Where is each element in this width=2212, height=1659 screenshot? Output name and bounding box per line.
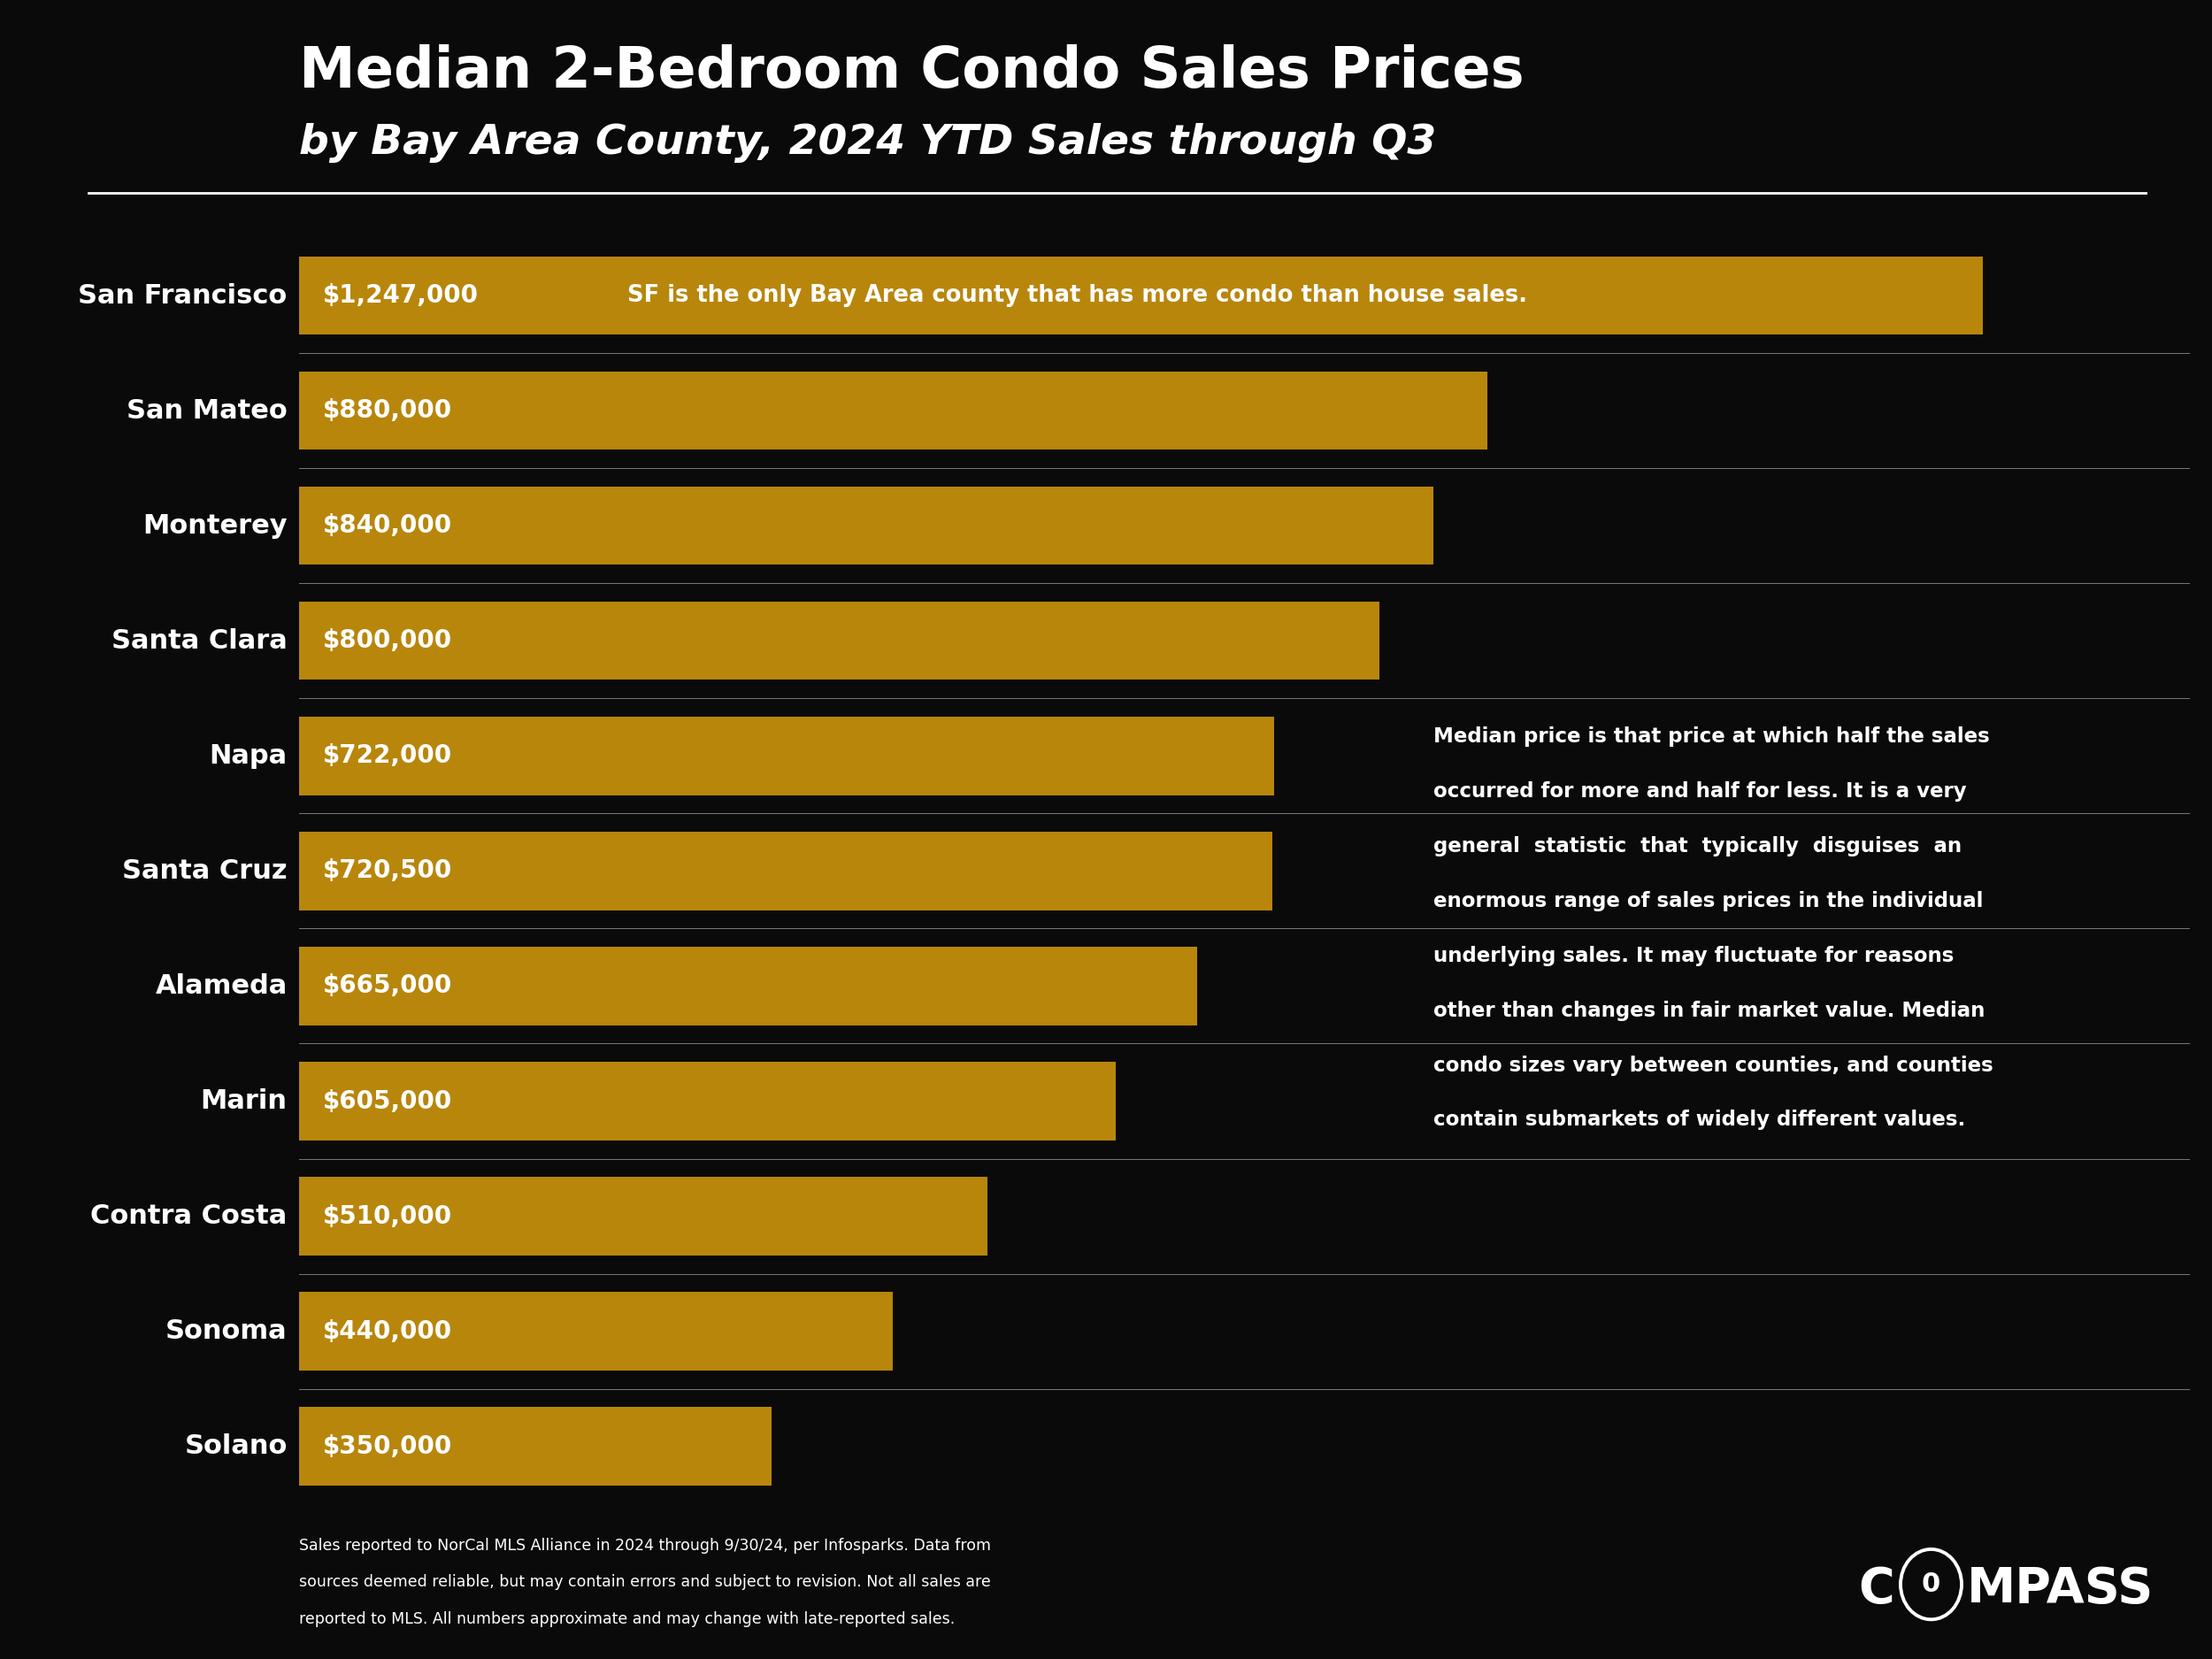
Text: SF is the only Bay Area county that has more condo than house sales.: SF is the only Bay Area county that has … <box>628 284 1526 307</box>
Bar <box>299 602 1380 680</box>
Text: $1,247,000: $1,247,000 <box>323 284 478 309</box>
Bar <box>299 717 1274 795</box>
Text: general  statistic  that  typically  disguises  an: general statistic that typically disguis… <box>1433 836 1962 856</box>
Text: other than changes in fair market value. Median: other than changes in fair market value.… <box>1433 1000 1984 1020</box>
Bar <box>299 947 1197 1025</box>
Bar <box>299 257 1984 335</box>
Text: by Bay Area County, 2024 YTD Sales through Q3: by Bay Area County, 2024 YTD Sales throu… <box>299 123 1436 163</box>
Text: Sonoma: Sonoma <box>166 1319 288 1344</box>
Bar <box>299 1407 772 1485</box>
Text: $720,500: $720,500 <box>323 859 451 883</box>
Text: MPASS: MPASS <box>1966 1566 2154 1613</box>
Text: $510,000: $510,000 <box>323 1204 451 1229</box>
Text: reported to MLS. All numbers approximate and may change with late-reported sales: reported to MLS. All numbers approximate… <box>299 1611 956 1627</box>
Text: enormous range of sales prices in the individual: enormous range of sales prices in the in… <box>1433 891 1984 911</box>
Text: Contra Costa: Contra Costa <box>91 1203 288 1229</box>
Text: contain submarkets of widely different values.: contain submarkets of widely different v… <box>1433 1110 1966 1130</box>
Text: $722,000: $722,000 <box>323 743 451 768</box>
Text: $665,000: $665,000 <box>323 974 451 999</box>
Bar <box>299 372 1486 450</box>
Bar <box>299 1178 987 1256</box>
Text: $440,000: $440,000 <box>323 1319 451 1344</box>
Text: $840,000: $840,000 <box>323 513 451 538</box>
Bar <box>299 486 1433 564</box>
Bar <box>299 831 1272 911</box>
Text: occurred for more and half for less. It is a very: occurred for more and half for less. It … <box>1433 781 1966 801</box>
Text: Median 2-Bedroom Condo Sales Prices: Median 2-Bedroom Condo Sales Prices <box>299 45 1524 100</box>
Text: sources deemed reliable, but may contain errors and subject to revision. Not all: sources deemed reliable, but may contain… <box>299 1574 991 1591</box>
Text: underlying sales. It may fluctuate for reasons: underlying sales. It may fluctuate for r… <box>1433 946 1953 966</box>
Text: Sales reported to NorCal MLS Alliance in 2024 through 9/30/24, per Infosparks. D: Sales reported to NorCal MLS Alliance in… <box>299 1538 991 1554</box>
Bar <box>299 1292 894 1370</box>
Text: Alameda: Alameda <box>155 974 288 999</box>
Text: C: C <box>1858 1566 1893 1613</box>
Text: Monterey: Monterey <box>142 513 288 539</box>
Text: $800,000: $800,000 <box>323 629 451 654</box>
Text: Marin: Marin <box>201 1088 288 1113</box>
Text: 0: 0 <box>1922 1571 1940 1598</box>
Text: Median price is that price at which half the sales: Median price is that price at which half… <box>1433 727 1991 747</box>
Text: condo sizes vary between counties, and counties: condo sizes vary between counties, and c… <box>1433 1055 1993 1075</box>
Text: $350,000: $350,000 <box>323 1433 451 1458</box>
Text: Solano: Solano <box>184 1433 288 1460</box>
Text: San Francisco: San Francisco <box>77 282 288 309</box>
Text: Napa: Napa <box>210 743 288 768</box>
Text: Santa Cruz: Santa Cruz <box>122 858 288 884</box>
Text: $605,000: $605,000 <box>323 1088 451 1113</box>
Bar <box>299 1062 1115 1140</box>
Text: San Mateo: San Mateo <box>126 398 288 423</box>
Text: $880,000: $880,000 <box>323 398 451 423</box>
Text: Santa Clara: Santa Clara <box>111 629 288 654</box>
